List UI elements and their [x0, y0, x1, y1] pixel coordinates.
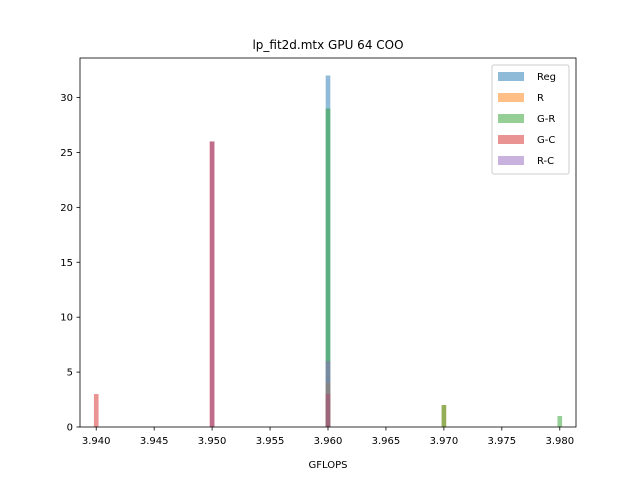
y-axis: 0 5 10 15 20 25 30	[60, 93, 80, 434]
legend-label-r: R	[537, 93, 544, 104]
x-tick-label: 3.970	[430, 436, 459, 447]
legend-label-r-c: R-C	[537, 156, 554, 167]
y-tick-label: 25	[60, 148, 73, 159]
x-tick-label: 3.950	[198, 436, 227, 447]
legend-swatch-r-c	[498, 156, 524, 165]
bar-g-r-1	[441, 405, 447, 427]
y-tick-label: 5	[67, 368, 73, 379]
legend-swatch-reg	[498, 72, 524, 81]
x-tick-label: 3.940	[82, 436, 111, 447]
legend-box	[491, 64, 570, 175]
legend-swatch-g-r	[498, 114, 524, 123]
x-tick-label: 3.945	[140, 436, 169, 447]
x-axis: 3.940 3.945 3.950 3.955 3.960 3.965 3.970 3.975…	[82, 427, 574, 447]
legend: Reg R G-R G-C R-C	[491, 64, 570, 175]
x-axis-title: GFLOPS	[309, 460, 348, 471]
legend-label-g-c: G-C	[537, 135, 555, 146]
x-tick-label: 3.975	[488, 436, 517, 447]
legend-label-reg: Reg	[537, 72, 556, 83]
legend-label-g-r: G-R	[537, 114, 555, 125]
y-tick-label: 10	[60, 313, 73, 324]
y-tick-label: 0	[67, 423, 73, 434]
bars-layer	[93, 75, 563, 428]
bar-r-c-0	[209, 141, 215, 427]
y-tick-label: 30	[60, 93, 73, 104]
legend-swatch-g-c	[498, 135, 524, 144]
x-tick-label: 3.960	[314, 436, 343, 447]
bar-g-r-0	[325, 108, 331, 428]
legend-swatch-r	[498, 93, 524, 102]
y-tick-label: 20	[60, 203, 73, 214]
y-tick-label: 15	[60, 258, 73, 269]
bar-r-c-1	[325, 361, 331, 427]
chart-title: lp_fit2d.mtx GPU 64 COO	[252, 38, 403, 52]
bar-g-r-2	[557, 416, 563, 427]
bar-g-c-0	[93, 394, 99, 427]
x-tick-label: 3.980	[545, 436, 574, 447]
x-tick-label: 3.955	[256, 436, 285, 447]
x-tick-label: 3.965	[372, 436, 401, 447]
